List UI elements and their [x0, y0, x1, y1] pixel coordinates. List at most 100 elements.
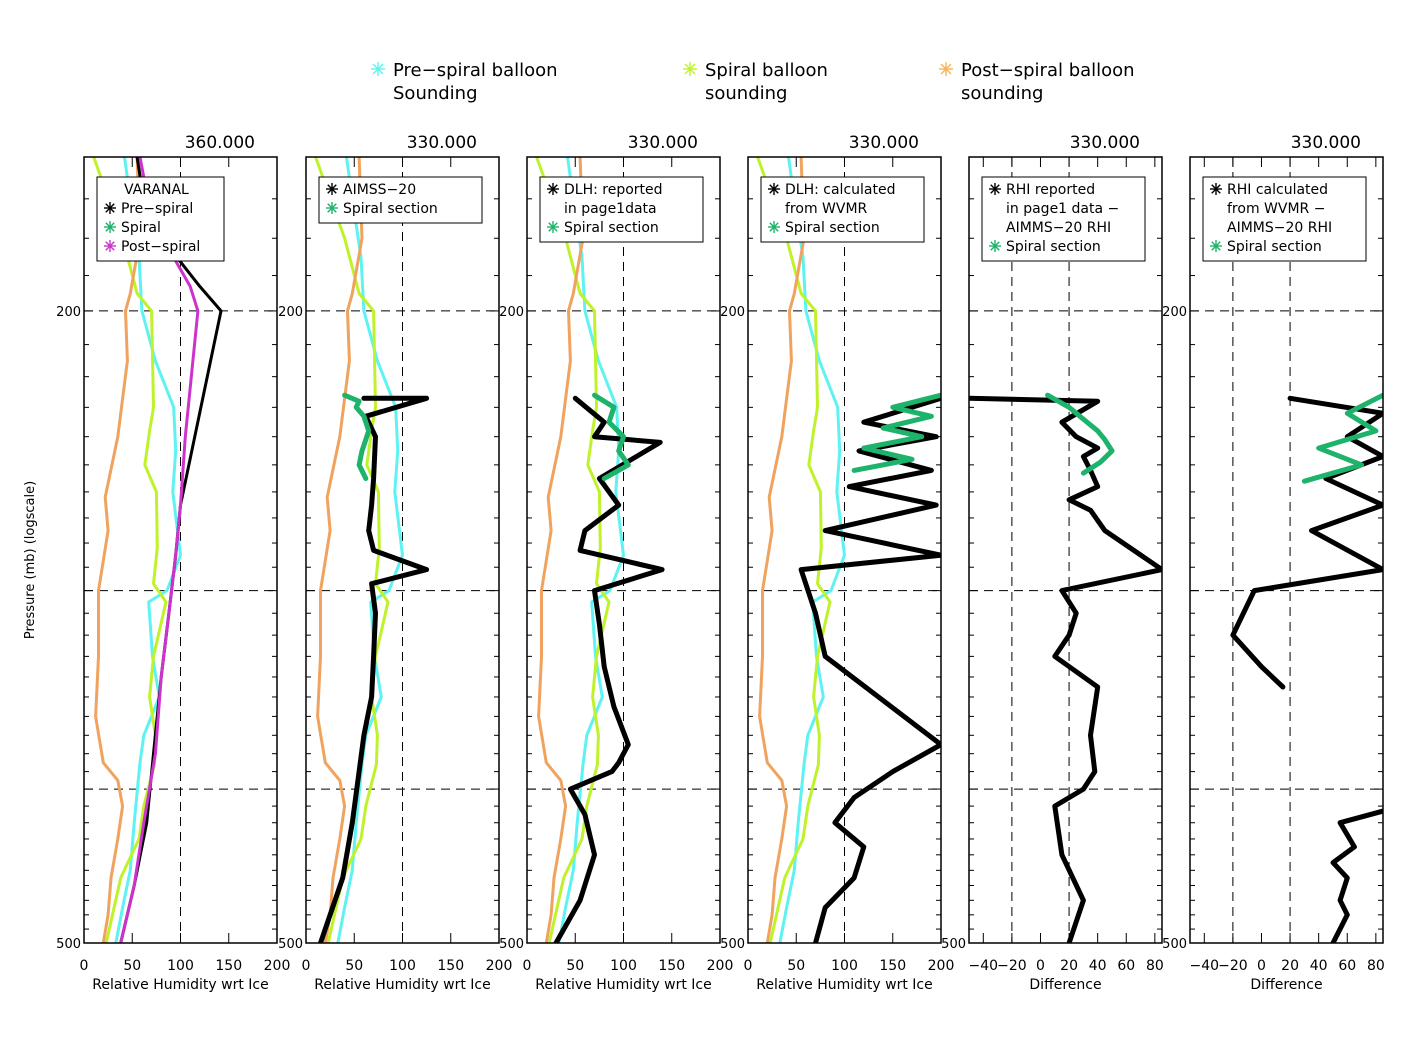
x-tick-label: 150 [658, 958, 685, 974]
legend-entry-label: Spiral [121, 220, 161, 236]
panel-5: −40 −20 0 20 40 60 80 200 500 330.000 Difference RH… [1162, 133, 1385, 993]
legend-entry-label: from WVMR − [1227, 201, 1325, 217]
series-spiral-balloon [92, 157, 168, 943]
legend-entry-marker [547, 221, 559, 233]
x-tick-label: −40 [1190, 958, 1220, 974]
series-aimss-20 [318, 395, 430, 943]
legend-entry-label: in page1data [564, 201, 657, 217]
y-tick-label: 500 [941, 937, 966, 952]
x-tick-label: −40 [969, 958, 999, 974]
plot-frame [1189, 156, 1384, 944]
panel-title: 360.000 [185, 133, 255, 153]
series-spiral-balloon [756, 157, 832, 943]
y-tick-label: 500 [56, 937, 81, 952]
x-tick-label: 150 [879, 958, 906, 974]
legend-label-2: Post−spiral balloon [961, 60, 1135, 81]
legend-entry-label: from WVMR [785, 201, 868, 217]
x-tick-label: 200 [707, 958, 734, 974]
series-dlh-reported [553, 395, 665, 943]
y-tick-label: 200 [278, 305, 303, 320]
series-post-spiral-balloon [316, 157, 364, 943]
x-tick-label: 40 [1089, 958, 1107, 974]
legend-entry-label: in page1 data − [1006, 201, 1119, 217]
x-tick-label: 50 [566, 958, 584, 974]
y-tick-label: 500 [1162, 937, 1187, 952]
x-tick-label: 50 [787, 958, 805, 974]
series-post-spiral [119, 157, 200, 943]
legend-entry-label: DLH: reported [564, 182, 663, 198]
x-tick-label: 60 [1117, 958, 1135, 974]
x-tick-label: 100 [389, 958, 416, 974]
series-post-spiral-balloon [94, 157, 142, 943]
x-tick-label: 150 [437, 958, 464, 974]
panel-title: 330.000 [1070, 133, 1140, 153]
legend-entry-label: AIMSS−20 [343, 182, 416, 198]
x-tick-label: 0 [1257, 958, 1266, 974]
legend-entry-marker [326, 202, 338, 214]
legend-entry-marker [104, 202, 116, 214]
y-tick-label: 500 [499, 937, 524, 952]
x-axis-label: Difference [1250, 977, 1322, 993]
x-tick-label: 100 [831, 958, 858, 974]
series-spiral-section [592, 392, 631, 481]
legend-entry-marker [768, 183, 780, 195]
y-tick-label: 200 [1162, 305, 1187, 320]
legend-entry-marker [989, 183, 1001, 195]
series-spiral-section [1045, 392, 1115, 476]
legend-label-1: Spiral balloon [705, 60, 828, 81]
x-tick-label: 80 [1146, 958, 1164, 974]
series-spiral-section [342, 392, 372, 481]
series-pre-spiral-balloon [114, 157, 182, 943]
legend-title: VARANAL [124, 182, 189, 198]
x-tick-label: 0 [80, 958, 89, 974]
x-tick-label: 20 [1060, 958, 1078, 974]
legend-marker-0 [371, 62, 385, 76]
series-group [756, 157, 941, 943]
legend-entry-marker [326, 183, 338, 195]
x-tick-label: 20 [1281, 958, 1299, 974]
x-tick-label: 60 [1338, 958, 1356, 974]
series-post-spiral-balloon [758, 157, 806, 943]
x-tick-label: −20 [997, 958, 1027, 974]
legend-entry-label: DLH: calculated [785, 182, 895, 198]
legend-box [539, 176, 704, 243]
legend-entry-label: AIMMS−20 RHI [1006, 220, 1111, 236]
x-tick-label: 80 [1367, 958, 1385, 974]
series-spiral-section [1301, 392, 1383, 484]
legend-entry-marker [104, 240, 116, 252]
y-tick-label: 200 [499, 305, 524, 320]
legend-box [96, 176, 225, 262]
x-tick-label: 0 [744, 958, 753, 974]
x-tick-label: 50 [345, 958, 363, 974]
series-group [314, 157, 430, 943]
x-tick-label: 0 [523, 958, 532, 974]
series-rhi-calculated-lower- [1330, 808, 1383, 943]
series-group [969, 392, 1162, 943]
legend-entry-marker [1210, 240, 1222, 252]
plot-frame [968, 156, 1163, 944]
y-tick-label: 500 [720, 937, 745, 952]
panel-3: 0 50 100 150 200 200 500 330.000 Relative Humidi… [720, 133, 954, 993]
series-rhi-reported [969, 395, 1162, 943]
legend-entry-label: Spiral section [785, 220, 880, 236]
legend-entry-marker [104, 221, 116, 233]
y-axis-label: Pressure (mb) (logscale) [23, 481, 38, 639]
legend-label-1-line2: sounding [705, 83, 787, 104]
legend-entry-marker [768, 221, 780, 233]
x-tick-label: 200 [486, 958, 513, 974]
x-axis-label: Relative Humidity wrt Ice [92, 977, 268, 993]
legend-label-0: Pre−spiral balloon [393, 60, 558, 81]
x-tick-label: 50 [123, 958, 141, 974]
y-tick-label: 200 [720, 305, 745, 320]
legend-entry-label: RHI calculated [1227, 182, 1328, 198]
series-rhi-calculated [1230, 395, 1383, 690]
x-axis-label: Difference [1029, 977, 1101, 993]
x-tick-label: 40 [1310, 958, 1328, 974]
series-pre-spiral-balloon [557, 157, 625, 943]
series-spiral-balloon [535, 157, 611, 943]
legend-entry-label: Spiral section [343, 201, 438, 217]
legend-box [318, 176, 483, 224]
x-tick-label: 100 [610, 958, 637, 974]
